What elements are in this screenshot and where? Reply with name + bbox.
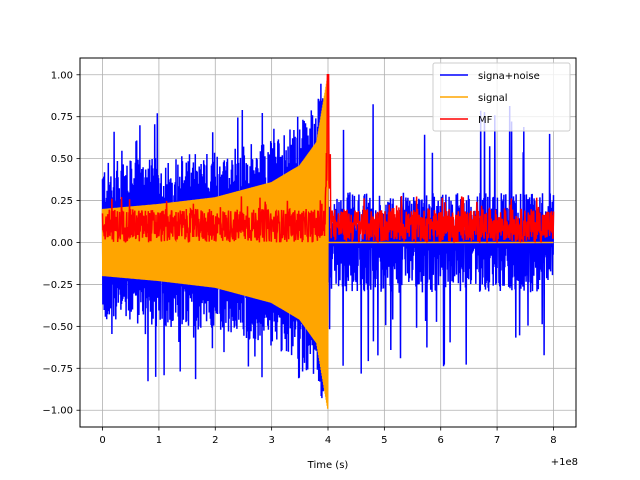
- y-tick-label: −0.75: [42, 364, 73, 375]
- series-layer: [101, 74, 555, 409]
- series-line-mf: [101, 74, 555, 244]
- y-tick-label: 0.50: [51, 154, 73, 165]
- legend-label-signal: signal: [478, 93, 508, 104]
- x-tick-label: 1: [156, 435, 162, 446]
- x-tick-label: 7: [494, 435, 500, 446]
- legend: signa+noise signal MF: [432, 62, 571, 132]
- x-tick-label: 8: [550, 435, 556, 446]
- x-tick-label: 2: [212, 435, 218, 446]
- legend-box: [432, 62, 571, 132]
- y-tick-label: 0.25: [51, 196, 73, 207]
- y-tick-label: 0.75: [51, 112, 73, 123]
- ticks: 0 1 2 3 4 5 6 7 8 −1.00 −0.75 −0.50 −0.25 0.00 0.25 0.5…: [42, 70, 556, 446]
- y-tick-label: −1.00: [42, 406, 73, 417]
- x-tick-label: 4: [325, 435, 331, 446]
- x-offset-label: +1e8: [551, 457, 578, 468]
- x-tick-label: 6: [438, 435, 444, 446]
- legend-label-mf: MF: [478, 115, 493, 126]
- y-tick-label: 0.00: [51, 238, 73, 249]
- x-tick-label: 0: [99, 435, 105, 446]
- x-tick-label: 3: [268, 435, 274, 446]
- y-tick-label: −0.25: [42, 280, 73, 291]
- y-tick-label: −0.50: [42, 322, 73, 333]
- x-tick-label: 5: [381, 435, 387, 446]
- x-axis-label: Time (s): [307, 460, 349, 471]
- y-tick-label: 1.00: [51, 70, 73, 81]
- legend-label-signal-noise: signa+noise: [478, 71, 540, 82]
